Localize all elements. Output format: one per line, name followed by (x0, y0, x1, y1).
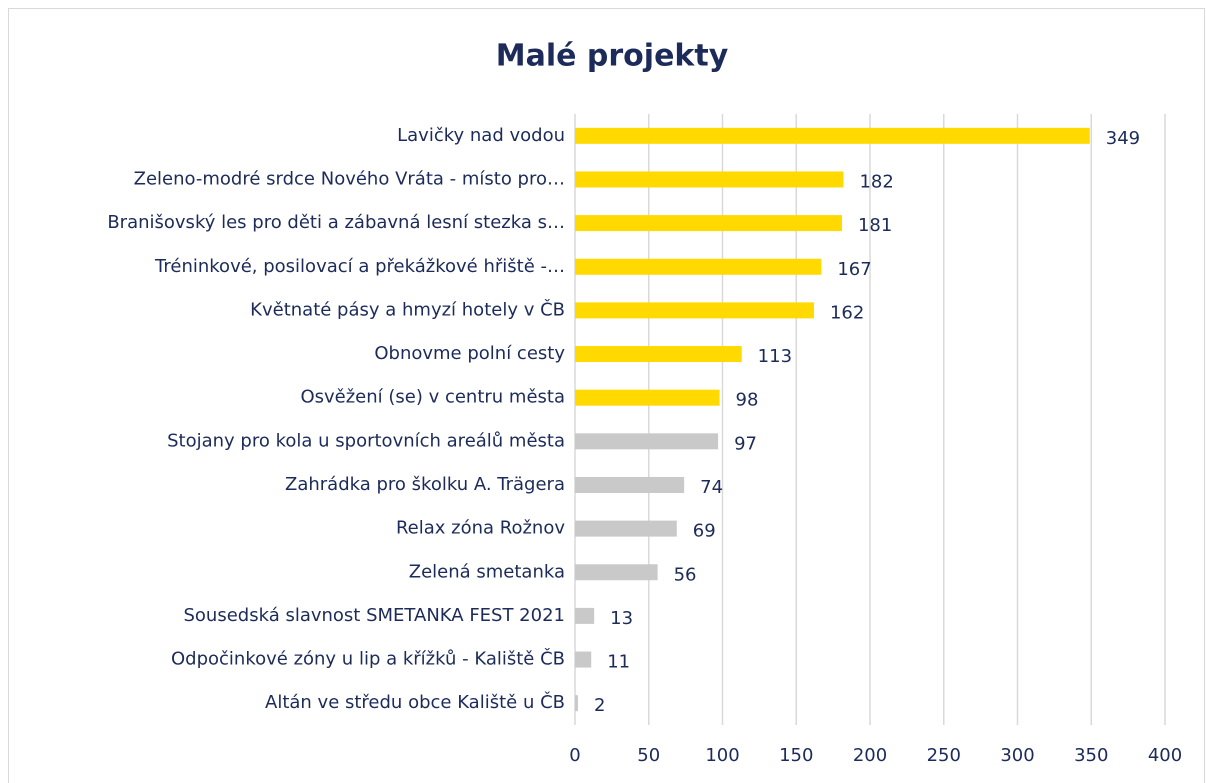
bar (575, 520, 677, 537)
bar (575, 433, 719, 450)
y-tick-label: Zelená smetanka (409, 561, 565, 582)
x-tick-label: 200 (853, 745, 887, 766)
value-label: 2 (594, 695, 605, 716)
chart-border (8, 8, 1205, 783)
value-label: 181 (858, 215, 892, 236)
bar (575, 346, 742, 363)
y-tick-label: Relax zóna Rožnov (396, 518, 565, 539)
bar (575, 171, 844, 188)
y-tick-label: Zahrádka pro školku A. Trägera (285, 474, 565, 495)
y-tick-label: Obnovme polní cesty (374, 343, 565, 364)
x-tick-label: 0 (569, 745, 580, 766)
bar (575, 215, 842, 232)
y-tick-label: Odpočinkové zóny u lip a křížků - Kališt… (171, 648, 565, 670)
value-label: 97 (734, 433, 757, 454)
value-label: 98 (736, 390, 759, 411)
y-tick-label: Stojany pro kola u sportovních areálů mě… (167, 430, 565, 451)
value-label: 11 (607, 652, 630, 673)
bar (575, 607, 595, 624)
value-label: 182 (859, 171, 893, 192)
y-tick-label: Branišovský les pro děti a zábavná lesní… (107, 212, 565, 233)
chart-title: Malé projekty (496, 39, 729, 74)
bar (575, 695, 578, 712)
x-tick-label: 150 (779, 745, 813, 766)
value-label: 349 (1106, 128, 1140, 149)
x-tick-label: 250 (927, 745, 961, 766)
value-label: 56 (674, 564, 697, 585)
value-label: 74 (700, 477, 723, 498)
value-label: 167 (837, 259, 871, 280)
bar (575, 651, 592, 668)
x-tick-label: 300 (1000, 745, 1034, 766)
bar (575, 302, 814, 319)
y-tick-label: Altán ve středu obce Kaliště u ČB (265, 691, 565, 713)
y-tick-label: Sousedská slavnost SMETANKA FEST 2021 (183, 605, 565, 626)
y-tick-label: Osvěžení (se) v centru města (300, 387, 565, 408)
bar (575, 127, 1090, 144)
y-tick-label: Tréninkové, posilovací a překážkové hřiš… (154, 256, 565, 277)
bar (575, 476, 685, 493)
x-tick-label: 100 (705, 745, 739, 766)
value-label: 113 (758, 346, 792, 367)
bar (575, 258, 822, 275)
x-tick-label: 400 (1148, 745, 1182, 766)
y-tick-label: Květnaté pásy a hmyzí hotely v ČB (250, 298, 565, 320)
y-tick-label: Zeleno-modré srdce Nového Vráta - místo … (134, 168, 565, 189)
bar (575, 389, 720, 406)
x-tick-label: 350 (1074, 745, 1108, 766)
value-label: 13 (610, 608, 633, 629)
value-label: 69 (693, 521, 716, 542)
x-tick-label: 50 (637, 745, 660, 766)
value-label: 162 (830, 302, 864, 323)
y-tick-label: Lavičky nad vodou (397, 125, 565, 146)
bar (575, 564, 658, 581)
